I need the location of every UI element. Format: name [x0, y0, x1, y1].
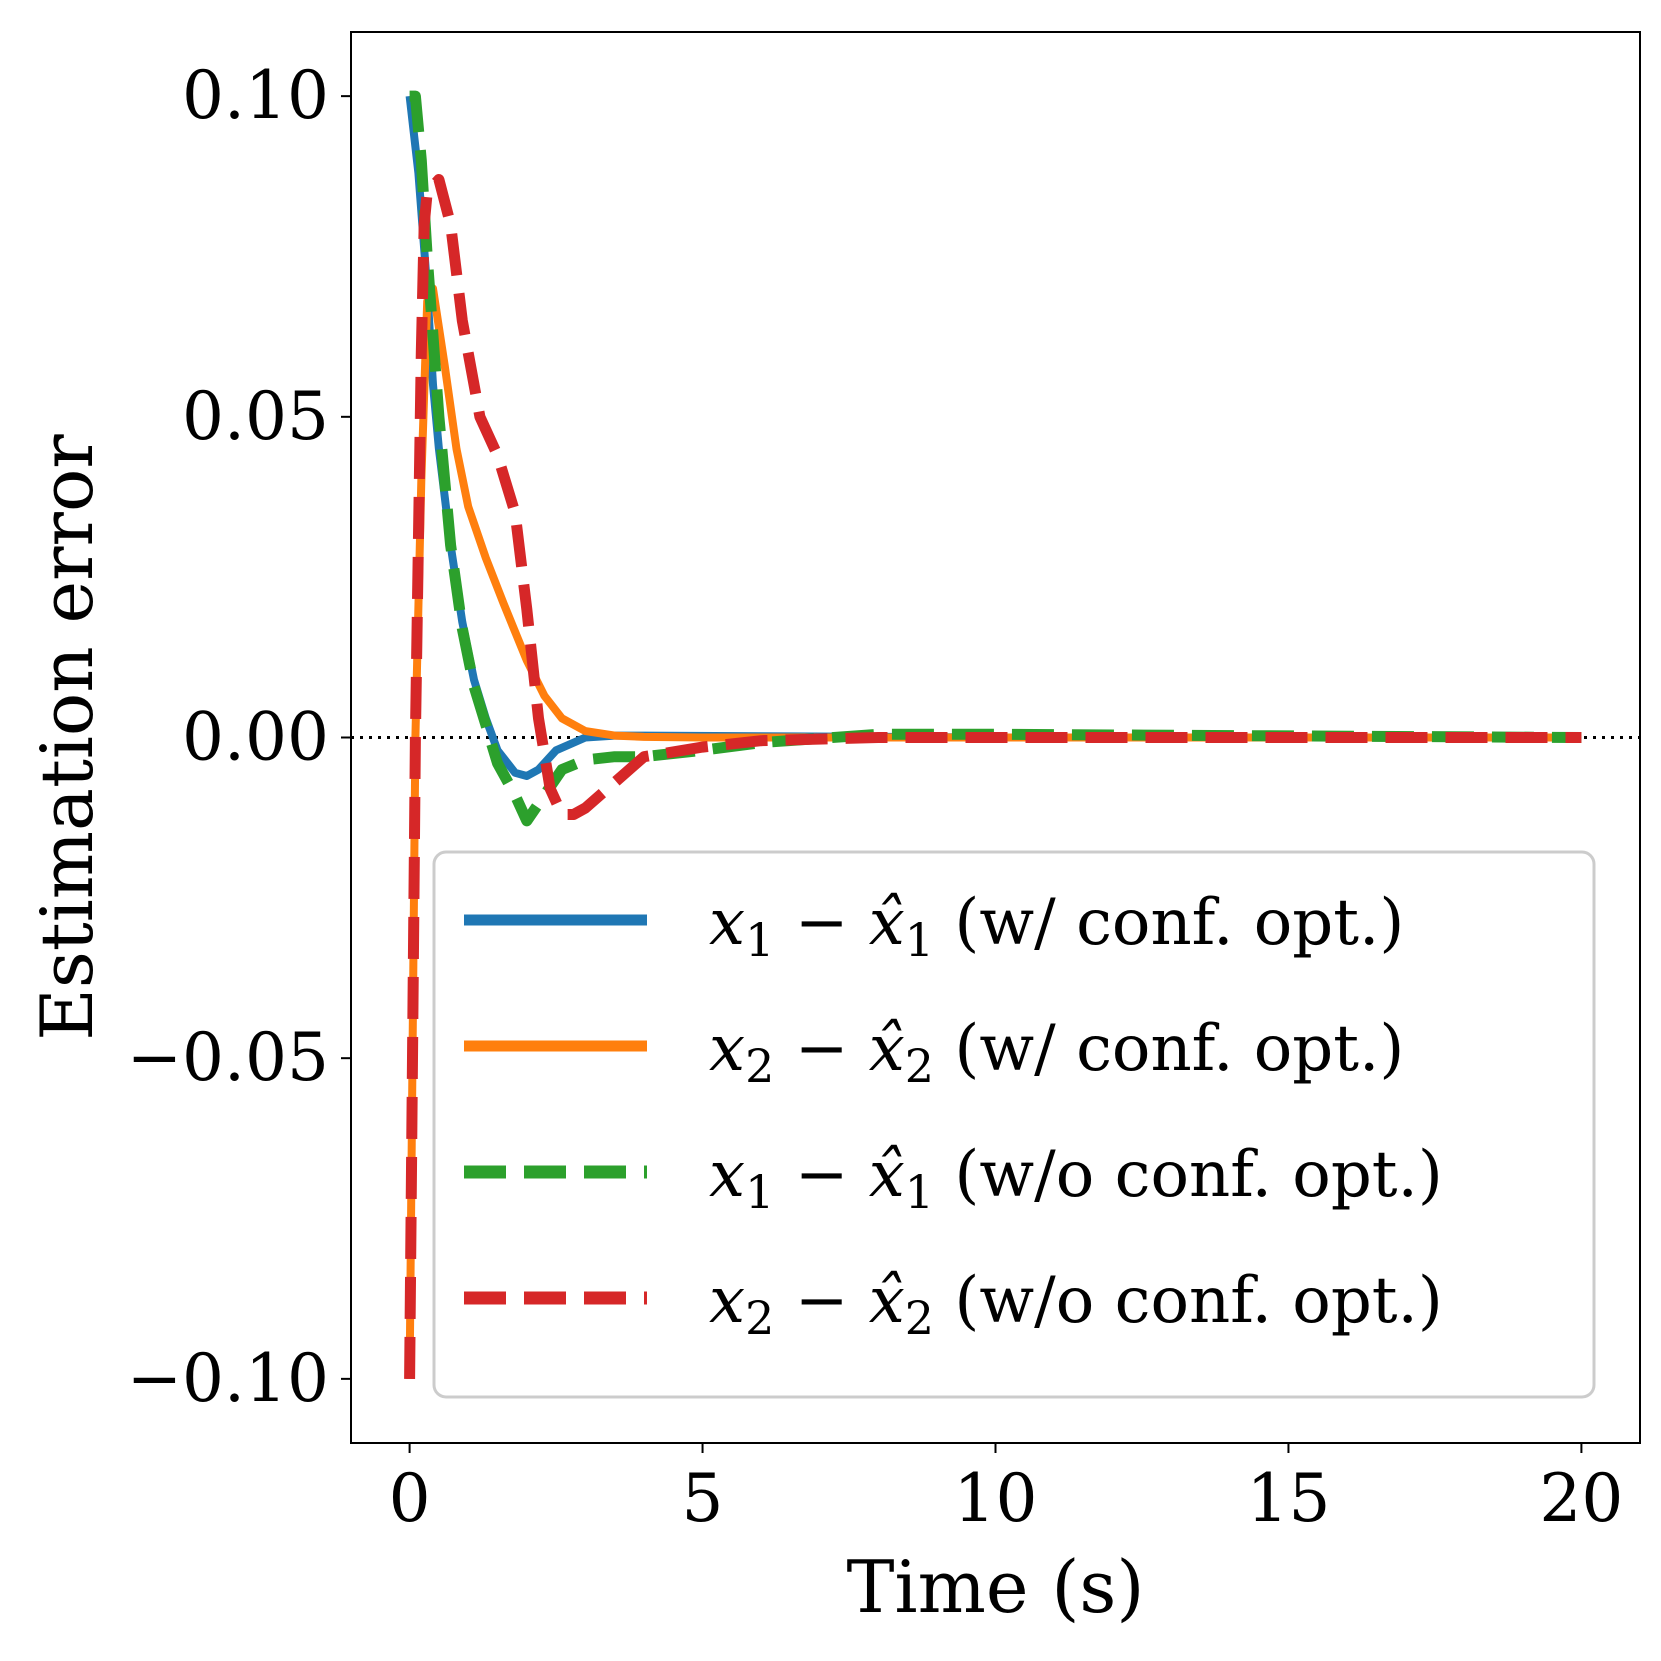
x-axis: 0 5 10 15 20	[389, 1443, 1623, 1537]
legend: x1 − x̂1 (w/ conf. opt.) x2 − x̂2 (w/ con…	[432, 850, 1596, 1399]
x-tick-label: 10	[954, 1460, 1038, 1537]
x-tick-label: 5	[682, 1460, 724, 1537]
y-axis-title: Estimation error	[25, 434, 109, 1041]
y-tick-label: 0.10	[182, 57, 329, 134]
x-tick-label: 0	[389, 1460, 431, 1537]
legend-box	[432, 850, 1596, 1399]
y-tick-label: 0.00	[182, 699, 329, 776]
legend-entry: x2 − x̂2 (w/o conf. opt.)	[709, 1264, 1443, 1345]
legend-entry: x2 − x̂2 (w/ conf. opt.)	[709, 1012, 1404, 1093]
legend-entry: x1 − x̂1 (w/ conf. opt.)	[709, 886, 1404, 967]
x-tick-label: 15	[1246, 1460, 1330, 1537]
y-tick-label: −0.05	[127, 1019, 329, 1096]
y-axis: 0.10 0.05 0.00 −0.05 −0.10	[127, 57, 351, 1417]
plot-area	[350, 31, 1641, 1444]
y-tick-label: −0.10	[127, 1340, 329, 1417]
y-tick-label: 0.05	[182, 378, 329, 455]
series-line	[404, 174, 1582, 1379]
x-tick-label: 20	[1539, 1460, 1623, 1537]
legend-entry: x1 − x̂1 (w/o conf. opt.)	[709, 1138, 1443, 1219]
x-axis-title: Time (s)	[847, 1545, 1145, 1629]
